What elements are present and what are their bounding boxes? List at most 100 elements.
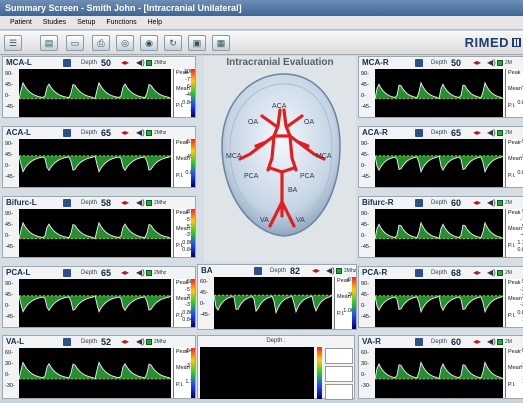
direction-icon[interactable]: ◂▸: [121, 198, 130, 207]
mean-label: Mean: [508, 365, 522, 371]
direction-icon[interactable]: ◂▸: [473, 128, 482, 137]
speaker-icon[interactable]: ◀): [487, 268, 496, 277]
measure-value: 0.84: [182, 247, 193, 253]
refresh-icon[interactable]: ↻: [164, 35, 182, 51]
measure-value: -57: [185, 287, 193, 293]
rimed-logo: RIMED: [464, 35, 509, 50]
speaker-icon[interactable]: ◀): [136, 268, 145, 277]
info-icon[interactable]: [63, 269, 71, 277]
info-icon[interactable]: [415, 199, 423, 207]
y-tick: 60-: [5, 350, 13, 356]
doppler-panel-ba[interactable]: BA Depth 82 ◂▸ ◀) 2Mhz 60- 45- 0- -45- -67-…: [197, 264, 357, 330]
y-tick: -45-: [361, 244, 371, 250]
doppler-panel-bifurc-l[interactable]: Bifurc-L Depth 58 ◂▸ ◀) 2Mhz 90- 45- 0- -45…: [2, 196, 196, 258]
panel-header: ACA-R Depth 65 ◂▸ ◀) 2M: [359, 127, 523, 139]
menu-help[interactable]: Help: [147, 19, 163, 26]
measure-value: 0.84: [182, 317, 193, 323]
menu-functions[interactable]: Functions: [106, 19, 137, 26]
folder-icon[interactable]: ▭: [66, 35, 84, 51]
speaker-icon[interactable]: ◀): [136, 337, 145, 346]
info-icon[interactable]: [415, 59, 423, 67]
speaker-icon[interactable]: ◀): [487, 128, 496, 137]
y-tick: 45-: [200, 290, 208, 296]
probe-status-icon: [336, 268, 342, 274]
speaker-icon[interactable]: ◀): [136, 198, 145, 207]
panel-header: PCA-R Depth 68 ◂▸ ◀) 2M: [359, 267, 523, 279]
doppler-panel-mca-r[interactable]: MCA-R Depth 50 ◂▸ ◀) 2M 90- 45- 0- -45- 7 4 0…: [358, 56, 523, 118]
direction-icon[interactable]: ◂▸: [121, 128, 130, 137]
measure-value: 100: [183, 69, 193, 75]
measure-value: -4: [520, 232, 523, 238]
spectral-trace: [374, 279, 504, 327]
direction-icon[interactable]: ◂▸: [473, 268, 482, 277]
measure-value: -45: [185, 154, 193, 160]
y-tick: 0-: [5, 93, 10, 99]
measure-value: -31: [185, 363, 193, 369]
direction-icon[interactable]: ◂▸: [473, 198, 482, 207]
y-tick: -45-: [5, 104, 15, 110]
doppler-panel-va-r[interactable]: VA-R Depth 60 ◂▸ ◀) 2M 60- 30- 0- -30- -5 -3…: [358, 335, 523, 399]
direction-icon[interactable]: ◂▸: [121, 268, 130, 277]
patient-card-icon[interactable]: ▤: [40, 35, 58, 51]
vessel-name: BA: [201, 266, 213, 275]
transfer-icon[interactable]: ◉: [140, 35, 158, 51]
info-icon[interactable]: [63, 59, 71, 67]
pi-label: P.I.: [337, 311, 345, 317]
color-scale: [191, 69, 195, 117]
doppler-panel-va-l[interactable]: VA-L Depth 52 ◂▸ ◀) 2Mhz 60- 30- 0- -30- -5…: [2, 335, 196, 399]
depth-button-3[interactable]: [325, 384, 353, 400]
doppler-panel-pca-r[interactable]: PCA-R Depth 68 ◂▸ ◀) 2M 90- 45- 0- -45- 5 -3…: [358, 266, 523, 328]
vessel-name: Bifurc-L: [6, 198, 37, 207]
info-icon[interactable]: [63, 338, 71, 346]
depth-button-1[interactable]: [325, 348, 353, 364]
info-icon[interactable]: [63, 199, 71, 207]
info-icon[interactable]: [415, 129, 423, 137]
list-icon[interactable]: ☰: [4, 35, 22, 51]
frequency: 2M: [505, 200, 512, 206]
depth-panel: Depth :: [197, 335, 355, 400]
info-icon[interactable]: [415, 269, 423, 277]
measure-value: -3: [520, 302, 523, 308]
direction-icon[interactable]: ◂▸: [312, 266, 321, 275]
speaker-icon[interactable]: ◀): [487, 198, 496, 207]
label-oa-right: OA: [304, 119, 314, 126]
doppler-panel-aca-r[interactable]: ACA-R Depth 65 ◂▸ ◀) 2M 90-45-0--45- -5-…: [358, 126, 523, 188]
info-icon[interactable]: [415, 338, 423, 346]
y-axis: 90- 45- 0- -45-: [359, 139, 375, 187]
y-tick: 0-: [361, 303, 366, 309]
direction-icon[interactable]: ◂▸: [473, 58, 482, 67]
speaker-icon[interactable]: ◀): [136, 58, 145, 67]
speaker-icon[interactable]: ◀): [487, 58, 496, 67]
speaker-icon[interactable]: ◀): [326, 266, 335, 275]
pi-label: P.I.: [176, 382, 184, 388]
report-icon[interactable]: ▦: [212, 35, 230, 51]
depth-button-2[interactable]: [325, 366, 353, 382]
menu-studies[interactable]: Studies: [42, 19, 67, 26]
measurements: 7 4 0.8 Peak Mean P.I.: [505, 69, 523, 117]
info-icon[interactable]: [63, 129, 71, 137]
cd-icon[interactable]: ◎: [116, 35, 134, 51]
doppler-panel-aca-l[interactable]: ACA-L Depth 65 ◂▸ ◀) 2Mhz 90- 45- 0- -45- -…: [2, 126, 196, 188]
info-icon[interactable]: [254, 267, 262, 275]
measurements: 58 -57 37 -37 0.86 0.84 Peak Mean P.I.: [173, 279, 195, 327]
direction-icon[interactable]: ◂▸: [121, 58, 130, 67]
doppler-panel-mca-l[interactable]: MCA-L Depth 50 ◂▸ ◀) 2Mhz 90- 45- 0- -45- 1…: [2, 56, 196, 118]
speaker-icon[interactable]: ◀): [487, 337, 496, 346]
y-tick: 45-: [5, 222, 13, 228]
direction-icon[interactable]: ◂▸: [121, 337, 130, 346]
y-tick: 90-: [361, 211, 369, 217]
depth-value: 60: [451, 198, 462, 208]
menu-setup[interactable]: Setup: [77, 19, 96, 26]
menu-patient[interactable]: Patient: [10, 19, 32, 26]
doppler-panel-pca-l[interactable]: PCA-L Depth 65 ◂▸ ◀) 2Mhz 90- 45- 0- -45- 5…: [2, 266, 196, 328]
direction-icon[interactable]: ◂▸: [473, 337, 482, 346]
color-scale: [191, 348, 195, 398]
toolbar: ☰ ▤ ▭ ⎙ ◎ ◉ ↻ ▣ ▦ RIMED: [0, 31, 523, 55]
y-axis: 90- 45- 0- -45-: [3, 209, 19, 257]
depth-label: Depth: [431, 270, 448, 276]
save-icon[interactable]: ▣: [188, 35, 206, 51]
y-tick: -45-: [361, 314, 371, 320]
speaker-icon[interactable]: ◀): [136, 128, 145, 137]
print-icon[interactable]: ⎙: [92, 35, 110, 51]
doppler-panel-bifurc-r[interactable]: Bifurc-R Depth 60 ◂▸ ◀) 2M 90- 45- 0- -45- …: [358, 196, 523, 258]
